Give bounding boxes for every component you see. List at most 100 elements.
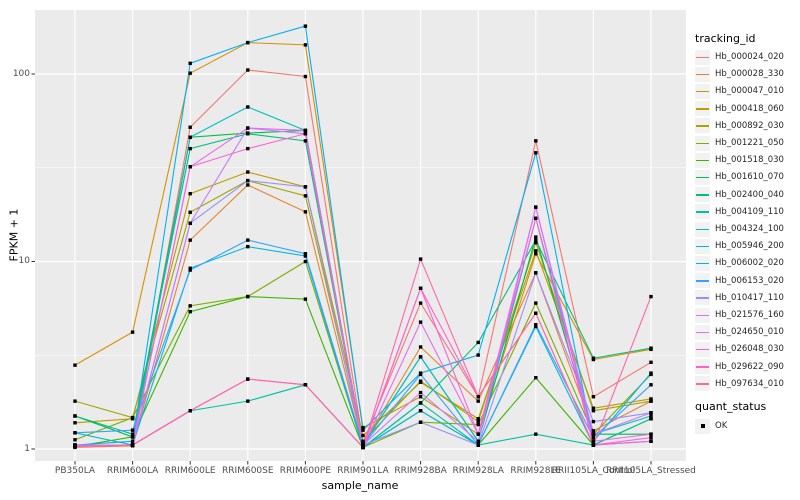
data-point bbox=[130, 415, 135, 420]
data-point bbox=[476, 417, 480, 421]
legend-entry-label: Hb_024650_010 bbox=[715, 327, 784, 338]
series-color-key-icon bbox=[695, 83, 710, 99]
series-color-key-icon bbox=[695, 221, 710, 237]
data-point bbox=[130, 330, 135, 334]
data-point bbox=[303, 128, 308, 133]
legend-entry-label: Hb_001610_070 bbox=[715, 172, 784, 183]
data-point bbox=[476, 422, 480, 427]
data-point bbox=[591, 395, 596, 399]
data-point bbox=[649, 411, 653, 415]
data-point bbox=[303, 132, 308, 136]
data-point bbox=[418, 320, 423, 324]
data-point bbox=[591, 432, 596, 436]
data-point bbox=[130, 439, 135, 443]
legend-entry-Hb_021576_160: Hb_021576_160 bbox=[695, 307, 784, 323]
data-point bbox=[188, 221, 192, 225]
x-tick-label: RRII105LA_Stressed bbox=[606, 466, 696, 476]
data-point bbox=[188, 238, 192, 242]
series-color-key-icon bbox=[695, 49, 710, 65]
data-point bbox=[476, 340, 480, 345]
data-point bbox=[534, 271, 538, 275]
legend-entry-Hb_002400_040: Hb_002400_040 bbox=[695, 187, 784, 203]
legend-entry-label: Hb_021576_160 bbox=[715, 310, 784, 320]
data-point bbox=[591, 443, 596, 447]
data-point bbox=[361, 439, 365, 443]
data-point bbox=[649, 371, 653, 375]
data-point bbox=[418, 379, 423, 383]
data-point bbox=[476, 419, 480, 424]
data-point bbox=[188, 304, 192, 308]
x-tick-label: RRIM600SE bbox=[222, 466, 274, 476]
series-color-key-icon bbox=[695, 307, 710, 323]
data-point bbox=[534, 139, 538, 143]
data-point bbox=[534, 151, 538, 155]
data-point bbox=[534, 323, 538, 327]
data-point bbox=[188, 135, 192, 139]
data-point bbox=[649, 414, 653, 418]
series-color-key-icon bbox=[695, 118, 710, 134]
data-point bbox=[649, 397, 653, 401]
data-point bbox=[246, 132, 250, 136]
data-point bbox=[303, 210, 308, 214]
data-point bbox=[649, 346, 653, 350]
data-point bbox=[591, 406, 596, 410]
legend-title-quant-status: quant_status bbox=[695, 400, 767, 413]
data-point bbox=[418, 390, 423, 395]
x-tick-label: RRIM928LE bbox=[510, 466, 562, 476]
data-point bbox=[591, 439, 596, 443]
data-point bbox=[476, 439, 480, 443]
data-point bbox=[534, 240, 538, 245]
data-point bbox=[303, 297, 308, 301]
series-color-key-icon bbox=[695, 169, 710, 185]
data-point bbox=[361, 433, 365, 438]
series-color-key-icon bbox=[695, 135, 710, 151]
data-point bbox=[476, 399, 480, 403]
legend-entry-label: Hb_006153_020 bbox=[715, 275, 784, 286]
data-point bbox=[476, 432, 480, 436]
series-color-key-icon bbox=[695, 359, 710, 375]
data-point bbox=[73, 431, 77, 435]
data-point bbox=[303, 43, 308, 47]
data-point bbox=[246, 105, 250, 109]
data-point bbox=[649, 294, 653, 299]
data-point bbox=[188, 146, 192, 151]
data-point bbox=[246, 399, 250, 403]
legend-entry-label: Hb_000028_330 bbox=[715, 69, 784, 80]
data-point bbox=[534, 205, 538, 209]
data-point bbox=[534, 235, 538, 239]
data-point bbox=[418, 301, 423, 305]
x-tick-label: RRIM600LE bbox=[164, 466, 216, 476]
data-point bbox=[418, 401, 423, 405]
legend-entry-label: Hb_010417_110 bbox=[715, 292, 784, 303]
legend-entry-Hb_000028_330: Hb_000028_330 bbox=[695, 66, 784, 82]
data-point bbox=[130, 432, 135, 436]
legend-entry-label: Hb_000418_060 bbox=[715, 103, 784, 114]
data-point bbox=[303, 254, 308, 258]
data-point bbox=[246, 126, 250, 130]
legend-entry-Hb_001518_030: Hb_001518_030 bbox=[695, 152, 784, 168]
legend-entry-label: Hb_005946_200 bbox=[715, 241, 784, 252]
x-tick-label: RRIM901LA bbox=[337, 466, 389, 476]
data-point bbox=[246, 238, 250, 242]
series-color-key-icon bbox=[695, 238, 710, 254]
series-color-key-icon bbox=[695, 290, 710, 306]
legend-entry-Hb_026048_030: Hb_026048_030 bbox=[695, 341, 784, 357]
legend-entry-Hb_001610_070: Hb_001610_070 bbox=[695, 169, 784, 185]
data-point bbox=[418, 395, 423, 399]
data-point bbox=[418, 372, 423, 377]
data-point bbox=[534, 301, 538, 305]
series-color-key-icon bbox=[695, 255, 710, 271]
legend-entry-label: Hb_002400_040 bbox=[715, 189, 784, 200]
legend-entry-Hb_000418_060: Hb_000418_060 bbox=[695, 101, 784, 117]
y-tick-label: 10 bbox=[18, 256, 30, 266]
data-point bbox=[246, 68, 250, 72]
data-point bbox=[188, 409, 192, 413]
data-point bbox=[303, 383, 308, 387]
data-point bbox=[534, 324, 538, 329]
legend-entry-label: OK bbox=[715, 421, 728, 431]
legend-entry-Hb_001221_050: Hb_001221_050 bbox=[695, 135, 784, 151]
data-point bbox=[246, 40, 250, 45]
legend-entry-Hb_010417_110: Hb_010417_110 bbox=[695, 290, 784, 306]
